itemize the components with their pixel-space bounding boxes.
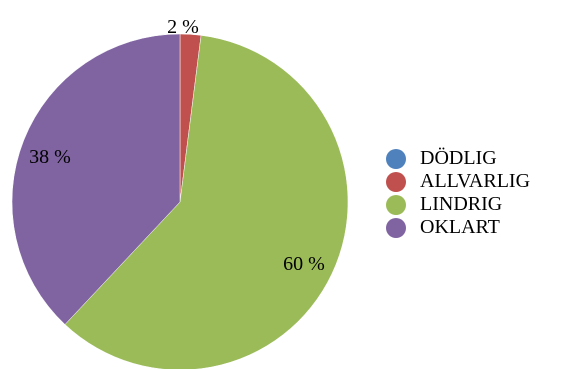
pie-slice-oklart [11,33,181,325]
legend-label-dödlig: DÖDLIG [420,147,497,169]
data-label-lindrig: 60 % [283,253,325,275]
pie-slice-lindrig [64,35,349,369]
legend-item-oklart: OKLART [386,216,530,239]
legend-label-oklart: OKLART [420,216,500,238]
legend-label-lindrig: LINDRIG [420,193,503,215]
legend-item-dödlig: DÖDLIG [386,147,530,170]
legend-marker-dödlig [386,148,406,169]
legend-marker-lindrig [386,194,406,215]
legend-item-lindrig: LINDRIG [386,193,530,216]
data-label-oklart: 38 % [29,146,71,168]
legend-marker-oklart [386,217,406,238]
legend-item-allvarlig: ALLVARLIG [386,170,530,193]
legend-marker-allvarlig [386,171,406,192]
legend: DÖDLIG ALLVARLIG LINDRIG OKLART [386,147,530,239]
legend-label-allvarlig: ALLVARLIG [420,170,531,192]
data-label-allvarlig: 2 % [167,16,199,38]
